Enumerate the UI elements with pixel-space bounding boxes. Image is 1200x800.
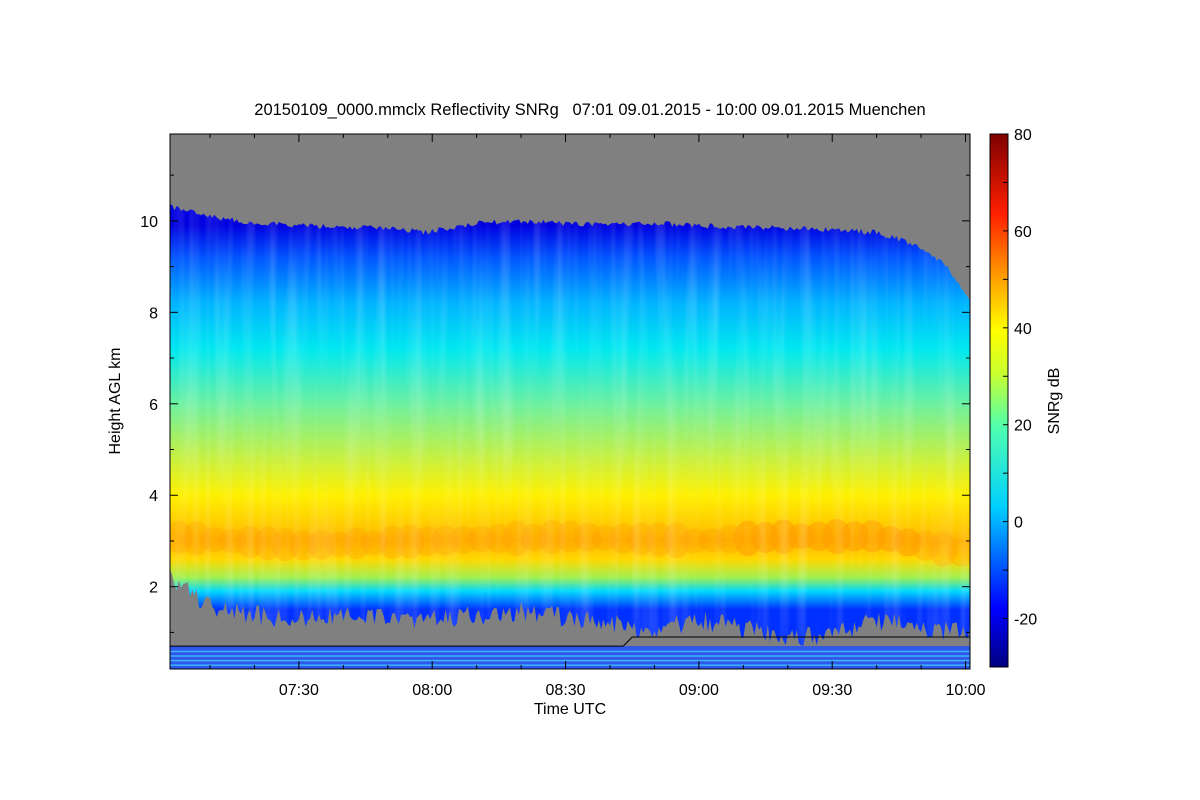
colorbar-tick-label: -20 [1014,612,1037,629]
x-tick-label: 08:00 [412,682,452,699]
y-tick-label: 4 [149,488,158,505]
y-tick-label: 2 [149,580,158,597]
colorbar-tick-label: 0 [1014,515,1023,532]
y-axis-label: Height AGL km [107,347,124,454]
fallstreak-texture [170,204,970,646]
plot-frame [169,133,971,670]
x-axis-label: Time UTC [534,701,606,718]
clutter-line [170,659,970,662]
x-tick-label: 07:30 [279,682,319,699]
x-tick-label: 08:30 [546,682,586,699]
chart-title: 20150109_0000.mmclx Reflectivity SNRg 07… [254,101,925,119]
colorbar: -20 0 20 40 60 80 [989,127,1037,668]
colorbar-tick-label: 80 [1014,127,1032,144]
aliasing-line [170,636,970,647]
colorbar-label: SNRg dB [1046,368,1063,435]
y-tick-label: 8 [149,305,158,322]
y-tick-label: 6 [149,397,158,414]
colorbar-tick-label: 20 [1014,418,1032,435]
clutter-line [170,655,970,657]
colorbar-scale [989,133,1009,668]
clutter-line [170,664,970,666]
x-tick-label: 09:00 [679,682,719,699]
clutter-line [170,650,970,653]
y-tick-label: 10 [140,214,158,231]
axes: 07:30 08:00 08:30 09:00 09:30 10:00 2 4 6 8 10 [140,133,986,699]
colorbar-tick-label: 40 [1014,321,1032,338]
plot-area [170,134,970,669]
x-tick-label: 10:00 [946,682,986,699]
x-tick-label: 09:30 [812,682,852,699]
colorbar-tick-label: 60 [1014,224,1032,241]
